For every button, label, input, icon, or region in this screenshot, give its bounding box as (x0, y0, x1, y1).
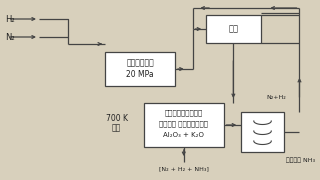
Text: संपीडक: संपीडक (126, 58, 154, 68)
Text: आयरन ऑक्साइड: आयरन ऑक्साइड (159, 121, 208, 127)
Text: H₂: H₂ (5, 15, 14, 24)
Text: द्रव NH₃: द्रव NH₃ (286, 157, 315, 163)
Text: [N₂ + H₂ + NH₃]: [N₂ + H₂ + NH₃] (159, 166, 209, 172)
Bar (241, 112, 284, 152)
Bar (206, 15, 260, 43)
Text: Al₂O₃ + K₂O: Al₂O₃ + K₂O (163, 132, 204, 138)
Text: सं: सं (228, 24, 238, 33)
Text: 700 K: 700 K (106, 114, 128, 123)
Text: N₂: N₂ (5, 33, 14, 42)
Text: उत्प्रेरक: उत्प्रेरक (165, 110, 203, 116)
Text: N₂+H₂: N₂+H₂ (267, 94, 286, 100)
Bar (144, 103, 224, 147)
Text: पर: पर (112, 123, 121, 132)
Text: 20 MPa: 20 MPa (126, 69, 154, 78)
Bar (105, 52, 175, 86)
